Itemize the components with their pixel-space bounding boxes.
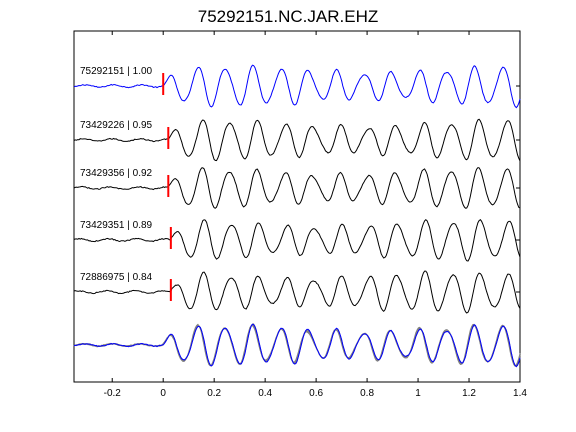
- trace-group: 75292151 | 1.00 73429226 | 0.95 73429356 |…: [73, 64, 521, 314]
- x-axis: -0.2 0 0.2 0.4 0.6 0.8 1 1.2 1.4: [104, 31, 527, 399]
- trace-label: 72886975 | 0.84: [80, 272, 153, 283]
- x-tick-label: 0.8: [360, 388, 374, 399]
- trace-label: 75292151 | 1.00: [80, 66, 153, 77]
- trace-label: 73429226 | 0.95: [80, 120, 153, 131]
- x-tick-label: 0.6: [309, 388, 323, 399]
- plot-frame: [73, 30, 521, 383]
- trace-line: [73, 118, 521, 162]
- x-tick-label: 1.4: [513, 388, 527, 399]
- chart-title: 75292151.NC.JAR.EHZ: [197, 7, 379, 26]
- x-tick-label: 0.4: [258, 388, 272, 399]
- x-tick-label: 0: [160, 388, 166, 399]
- trace-line: [73, 167, 521, 209]
- x-tick-label: 1.2: [462, 388, 476, 399]
- stacked-overlay: [73, 323, 521, 368]
- stack-reference-line: [73, 323, 521, 368]
- x-tick-label: 0.2: [207, 388, 221, 399]
- stack-trace-line: [73, 323, 521, 367]
- trace-label: 73429351 | 0.89: [80, 220, 153, 231]
- trace-label: 73429356 | 0.92: [80, 168, 153, 179]
- trace-line: [73, 64, 521, 109]
- trace-line: [73, 270, 521, 314]
- x-tick-label: -0.2: [104, 388, 122, 399]
- trace-line: [73, 219, 521, 262]
- x-tick-label: 1: [415, 388, 421, 399]
